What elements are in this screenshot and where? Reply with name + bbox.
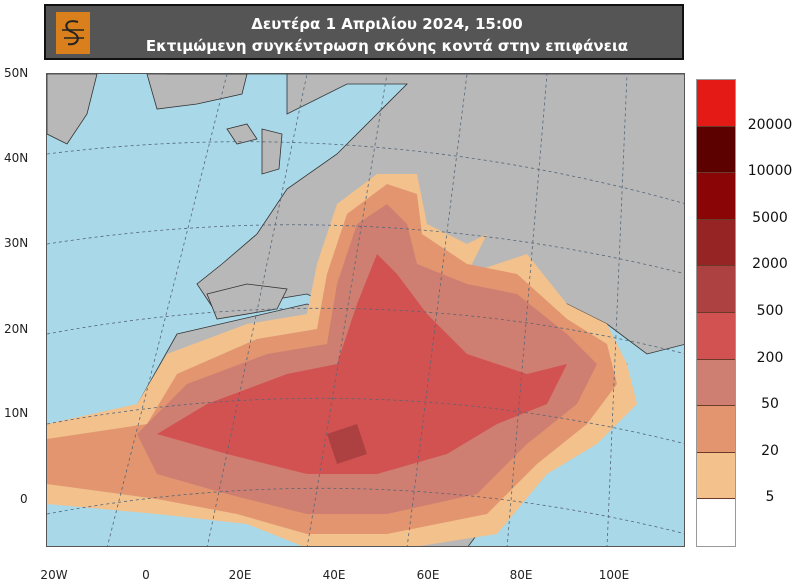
- lon-label: 60E: [416, 568, 440, 582]
- lon-label: 100E: [598, 568, 630, 582]
- title-banner: Δευτέρα 1 Απριλίου 2024, 15:00 Εκτιμώμεν…: [44, 4, 684, 60]
- legend-label: 5: [765, 489, 775, 506]
- lon-label: 0: [142, 568, 150, 582]
- legend-swatch: [697, 452, 735, 500]
- legend-swatch: [697, 266, 735, 313]
- legend-swatch: [697, 126, 735, 174]
- lat-label: 40N: [4, 151, 29, 165]
- legend-swatch: [697, 80, 735, 127]
- graticule: [47, 74, 684, 546]
- legend-label: 2000: [752, 256, 788, 273]
- legend-swatch: [697, 173, 735, 220]
- lat-label: 0: [20, 492, 28, 506]
- title-description: Εκτιμώμενη συγκέντρωση σκόνης κοντά στην…: [145, 37, 629, 55]
- lat-label: 50N: [4, 66, 29, 80]
- lat-label: 10N: [4, 406, 29, 420]
- dust-concentration-map: [46, 73, 685, 547]
- legend-label: 5000: [752, 209, 788, 226]
- logo-icon: [56, 12, 90, 54]
- legend-swatch: [697, 219, 735, 267]
- legend-label: 50: [761, 396, 779, 413]
- lon-label: 40E: [322, 568, 346, 582]
- legend-swatch: [697, 312, 735, 360]
- lat-label: 20N: [4, 322, 29, 336]
- color-legend: [696, 79, 736, 547]
- legend-label: 20: [761, 442, 779, 459]
- legend-label: 200: [756, 349, 784, 366]
- dust-plume: [47, 174, 637, 546]
- lat-label: 30N: [4, 236, 29, 250]
- legend-swatch: [697, 499, 735, 546]
- legend-label: 20000: [747, 116, 793, 133]
- title-date: Δευτέρα 1 Απριλίου 2024, 15:00: [251, 15, 523, 33]
- legend-label: 500: [756, 303, 784, 319]
- legend-swatch: [697, 406, 735, 453]
- legend-label: 10000: [747, 163, 793, 180]
- lon-label: 20E: [228, 568, 252, 582]
- lon-label: 20W: [40, 568, 68, 582]
- legend-swatch: [697, 359, 735, 407]
- lon-label: 80E: [509, 568, 533, 582]
